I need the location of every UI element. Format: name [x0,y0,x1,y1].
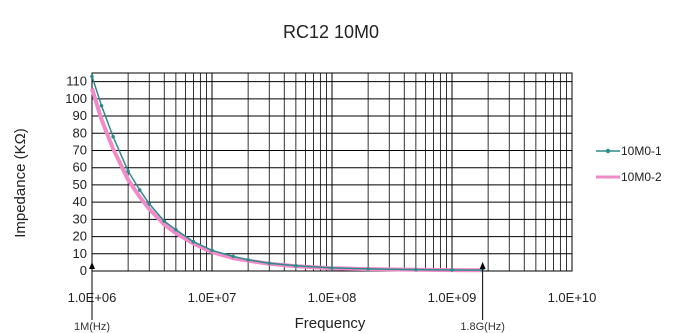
series-line-10M0-1 [91,76,483,271]
y-tick-label: 0 [80,263,87,278]
legend-label: 10M0-1 [621,144,662,158]
data-point-10M0-1 [147,202,152,206]
x-tick-label: 1.0E+09 [428,290,477,305]
data-point-10M0-1 [294,264,298,268]
y-tick-label: 30 [73,211,87,226]
x-tick-label: 1.0E+08 [308,290,357,305]
data-point-10M0-1 [450,268,454,272]
x-tick-label: 1.0E+10 [548,290,597,305]
annotation-label: 1.8G(Hz) [460,321,505,333]
y-tick-label: 90 [73,108,87,123]
x-tick-label: 1.0E+07 [188,290,237,305]
y-tick-label: 110 [66,74,87,89]
y-tick-label: 50 [73,177,87,192]
series-layer [90,74,485,273]
data-point-10M0-1 [366,267,370,271]
data-point-10M0-1 [99,103,104,108]
data-point-10M0-1 [267,261,272,266]
data-point-10M0-1 [162,219,167,223]
data-point-10M0-1 [414,267,418,272]
data-point-10M0-1 [210,248,214,253]
grid [91,72,573,272]
data-point-10M0-1 [126,169,130,173]
y-tick-label: 40 [73,194,87,209]
data-point-10M0-1 [231,254,235,259]
y-tick-label: 10 [73,246,87,261]
x-tick-labels: 1.0E+06 1.0E+07 1.0E+08 1.0E+09 1.0E+10 [68,290,597,305]
chart-title: RC12 10M0 [283,22,379,42]
data-point-10M0-1 [246,258,250,262]
legend-marker [605,148,611,154]
y-tick-label: 60 [73,160,87,175]
data-point-10M0-1 [137,188,142,192]
y-tick-label: 100 [65,91,87,106]
annotation-arrow [89,262,95,269]
data-point-10M0-1 [111,134,115,139]
x-axis-label: Frequency [295,315,366,332]
legend: 10M0-1 10M0-2 [596,144,662,184]
y-tick-labels: 0 10 20 30 40 50 60 70 80 90 100 110 [65,74,87,278]
y-tick-label: 20 [73,229,87,244]
data-point-10M0-1 [90,74,94,79]
y-axis-label: Impedance (KΩ) [12,128,29,238]
data-point-10M0-1 [174,227,178,232]
y-tick-label: 70 [73,142,87,157]
annotation-label: 1M(Hz) [74,321,110,333]
annotation-arrow [479,262,486,269]
y-tick-label: 80 [73,125,87,140]
data-point-10M0-1 [330,266,334,270]
legend-label: 10M0-2 [621,170,662,184]
data-point-10M0-1 [191,239,196,244]
annotations: 1M(Hz) 1.8G(Hz) [74,262,505,333]
